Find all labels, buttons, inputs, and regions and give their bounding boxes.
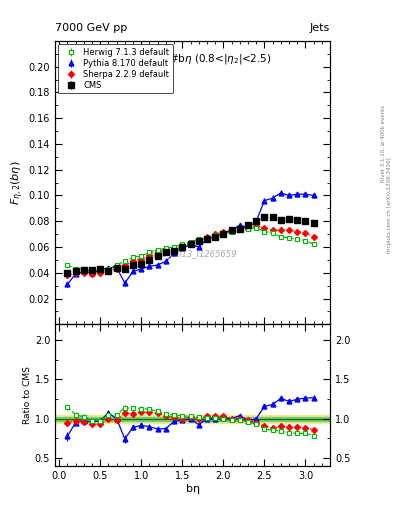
Text: Jets: Jets: [310, 23, 330, 33]
Y-axis label: Ratio to CMS: Ratio to CMS: [23, 366, 32, 424]
Text: Rivet 3.1.10, ≥ 400k events: Rivet 3.1.10, ≥ 400k events: [381, 105, 386, 182]
Legend: Herwig 7.1.3 default, Pythia 8.170 default, Sherpa 2.2.9 default, CMS: Herwig 7.1.3 default, Pythia 8.170 defau…: [58, 45, 173, 93]
Bar: [55, 417, 330, 421]
Bar: [55, 415, 330, 422]
Y-axis label: $F_{\eta,2}(b\eta)$: $F_{\eta,2}(b\eta)$: [9, 160, 26, 205]
Text: mcplots.cern.ch [arXiv:1306.3436]: mcplots.cern.ch [arXiv:1306.3436]: [387, 157, 391, 252]
Text: CMS_2013_I1265659: CMS_2013_I1265659: [148, 249, 237, 258]
Text: 7000 GeV pp: 7000 GeV pp: [55, 23, 127, 33]
Text: #b$\eta$ (0.8<|$\eta_2$|<2.5): #b$\eta$ (0.8<|$\eta_2$|<2.5): [169, 52, 271, 66]
X-axis label: bη: bη: [185, 483, 200, 494]
